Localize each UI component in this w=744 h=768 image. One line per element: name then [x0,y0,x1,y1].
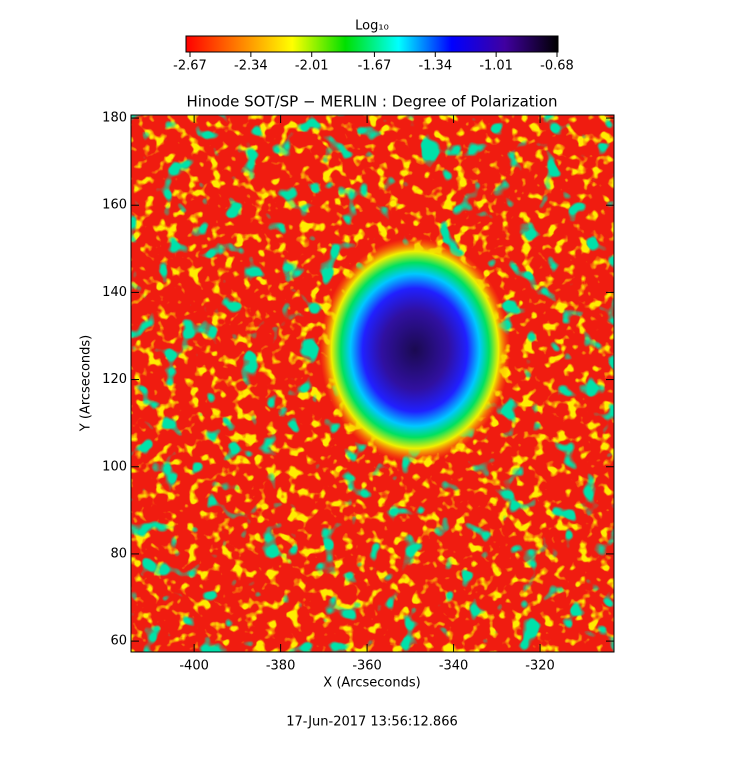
colorbar-tick-label: -1.01 [479,59,513,74]
colorbar-tick-label: -0.68 [540,59,574,74]
y-tick-label: 160 [102,198,127,213]
x-tick-label: -320 [525,659,555,674]
plot-frame [130,114,615,653]
colorbar-tick-label: -2.67 [173,59,207,74]
x-tick-label: -400 [179,659,209,674]
y-tick-label: 100 [102,459,127,474]
x-tick-label: -340 [439,659,469,674]
y-tick-label: 140 [102,285,127,300]
x-tick-label: -380 [266,659,296,674]
y-tick-label: 120 [102,372,127,387]
y-tick-label: 180 [102,111,127,126]
colorbar-label: Log₁₀ [355,19,389,34]
y-axis-label: Y (Arcseconds) [79,335,94,432]
heatmap-image [131,115,614,652]
colorbar-tick-label: -1.67 [358,59,392,74]
colorbar-tick-label: -2.34 [234,59,268,74]
colorbar-tick-label: -2.01 [295,59,329,74]
chart-title: Hinode SOT/SP − MERLIN : Degree of Polar… [186,93,557,111]
colorbar-tick-label: -1.34 [418,59,452,74]
x-tick-label: -360 [352,659,382,674]
x-axis-label: X (Arcseconds) [323,676,420,691]
y-tick-label: 60 [110,634,127,649]
y-tick-label: 80 [110,546,127,561]
timestamp: 17-Jun-2017 13:56:12.866 [286,715,458,730]
colorbar [185,35,559,53]
